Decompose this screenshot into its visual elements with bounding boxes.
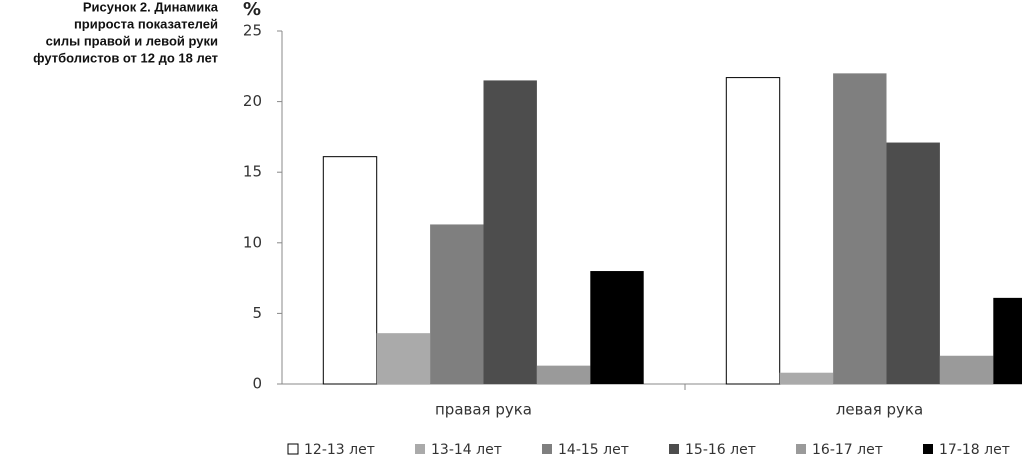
legend-label: 13-14 лет [431, 442, 502, 456]
legend-label: 17-18 лет [939, 442, 1010, 456]
bar [725, 77, 781, 385]
bar [430, 224, 484, 384]
bar [779, 372, 834, 384]
legend-swatch [287, 443, 299, 455]
bar [536, 365, 591, 384]
legend-swatch [669, 444, 679, 454]
x-tick-label: левая рука [836, 401, 923, 419]
legend-swatch [796, 444, 806, 454]
y-tick-label: 20 [243, 92, 262, 110]
legend-swatch [542, 444, 552, 454]
y-axis-label: % [243, 0, 261, 20]
bar [886, 142, 940, 384]
bar [993, 297, 1022, 384]
legend-label: 12-13 лет [304, 442, 375, 456]
chart-title: прироста показателей [74, 16, 218, 31]
bar [483, 80, 537, 385]
bar [322, 156, 378, 385]
bar [833, 73, 887, 385]
y-tick-label: 10 [243, 233, 262, 251]
bar [939, 355, 994, 384]
chart-title: силы правой и левой руки [46, 33, 218, 48]
legend-swatch [415, 444, 425, 454]
chart-title: футболистов от 12 до 18 лет [33, 50, 218, 65]
x-tick-label: правая рука [435, 401, 532, 419]
y-tick-label: 5 [252, 304, 262, 322]
y-tick-label: 25 [243, 22, 262, 40]
bar [590, 271, 644, 384]
bar [376, 333, 431, 384]
legend-label: 16-17 лет [812, 442, 883, 456]
y-tick-label: 15 [243, 163, 262, 181]
chart-title: Рисунок 2. Динамика [83, 0, 219, 14]
legend-swatch [923, 444, 933, 454]
y-tick-label: 0 [252, 375, 262, 393]
legend-label: 14-15 лет [558, 442, 629, 456]
legend-label: 15-16 лет [685, 442, 756, 456]
